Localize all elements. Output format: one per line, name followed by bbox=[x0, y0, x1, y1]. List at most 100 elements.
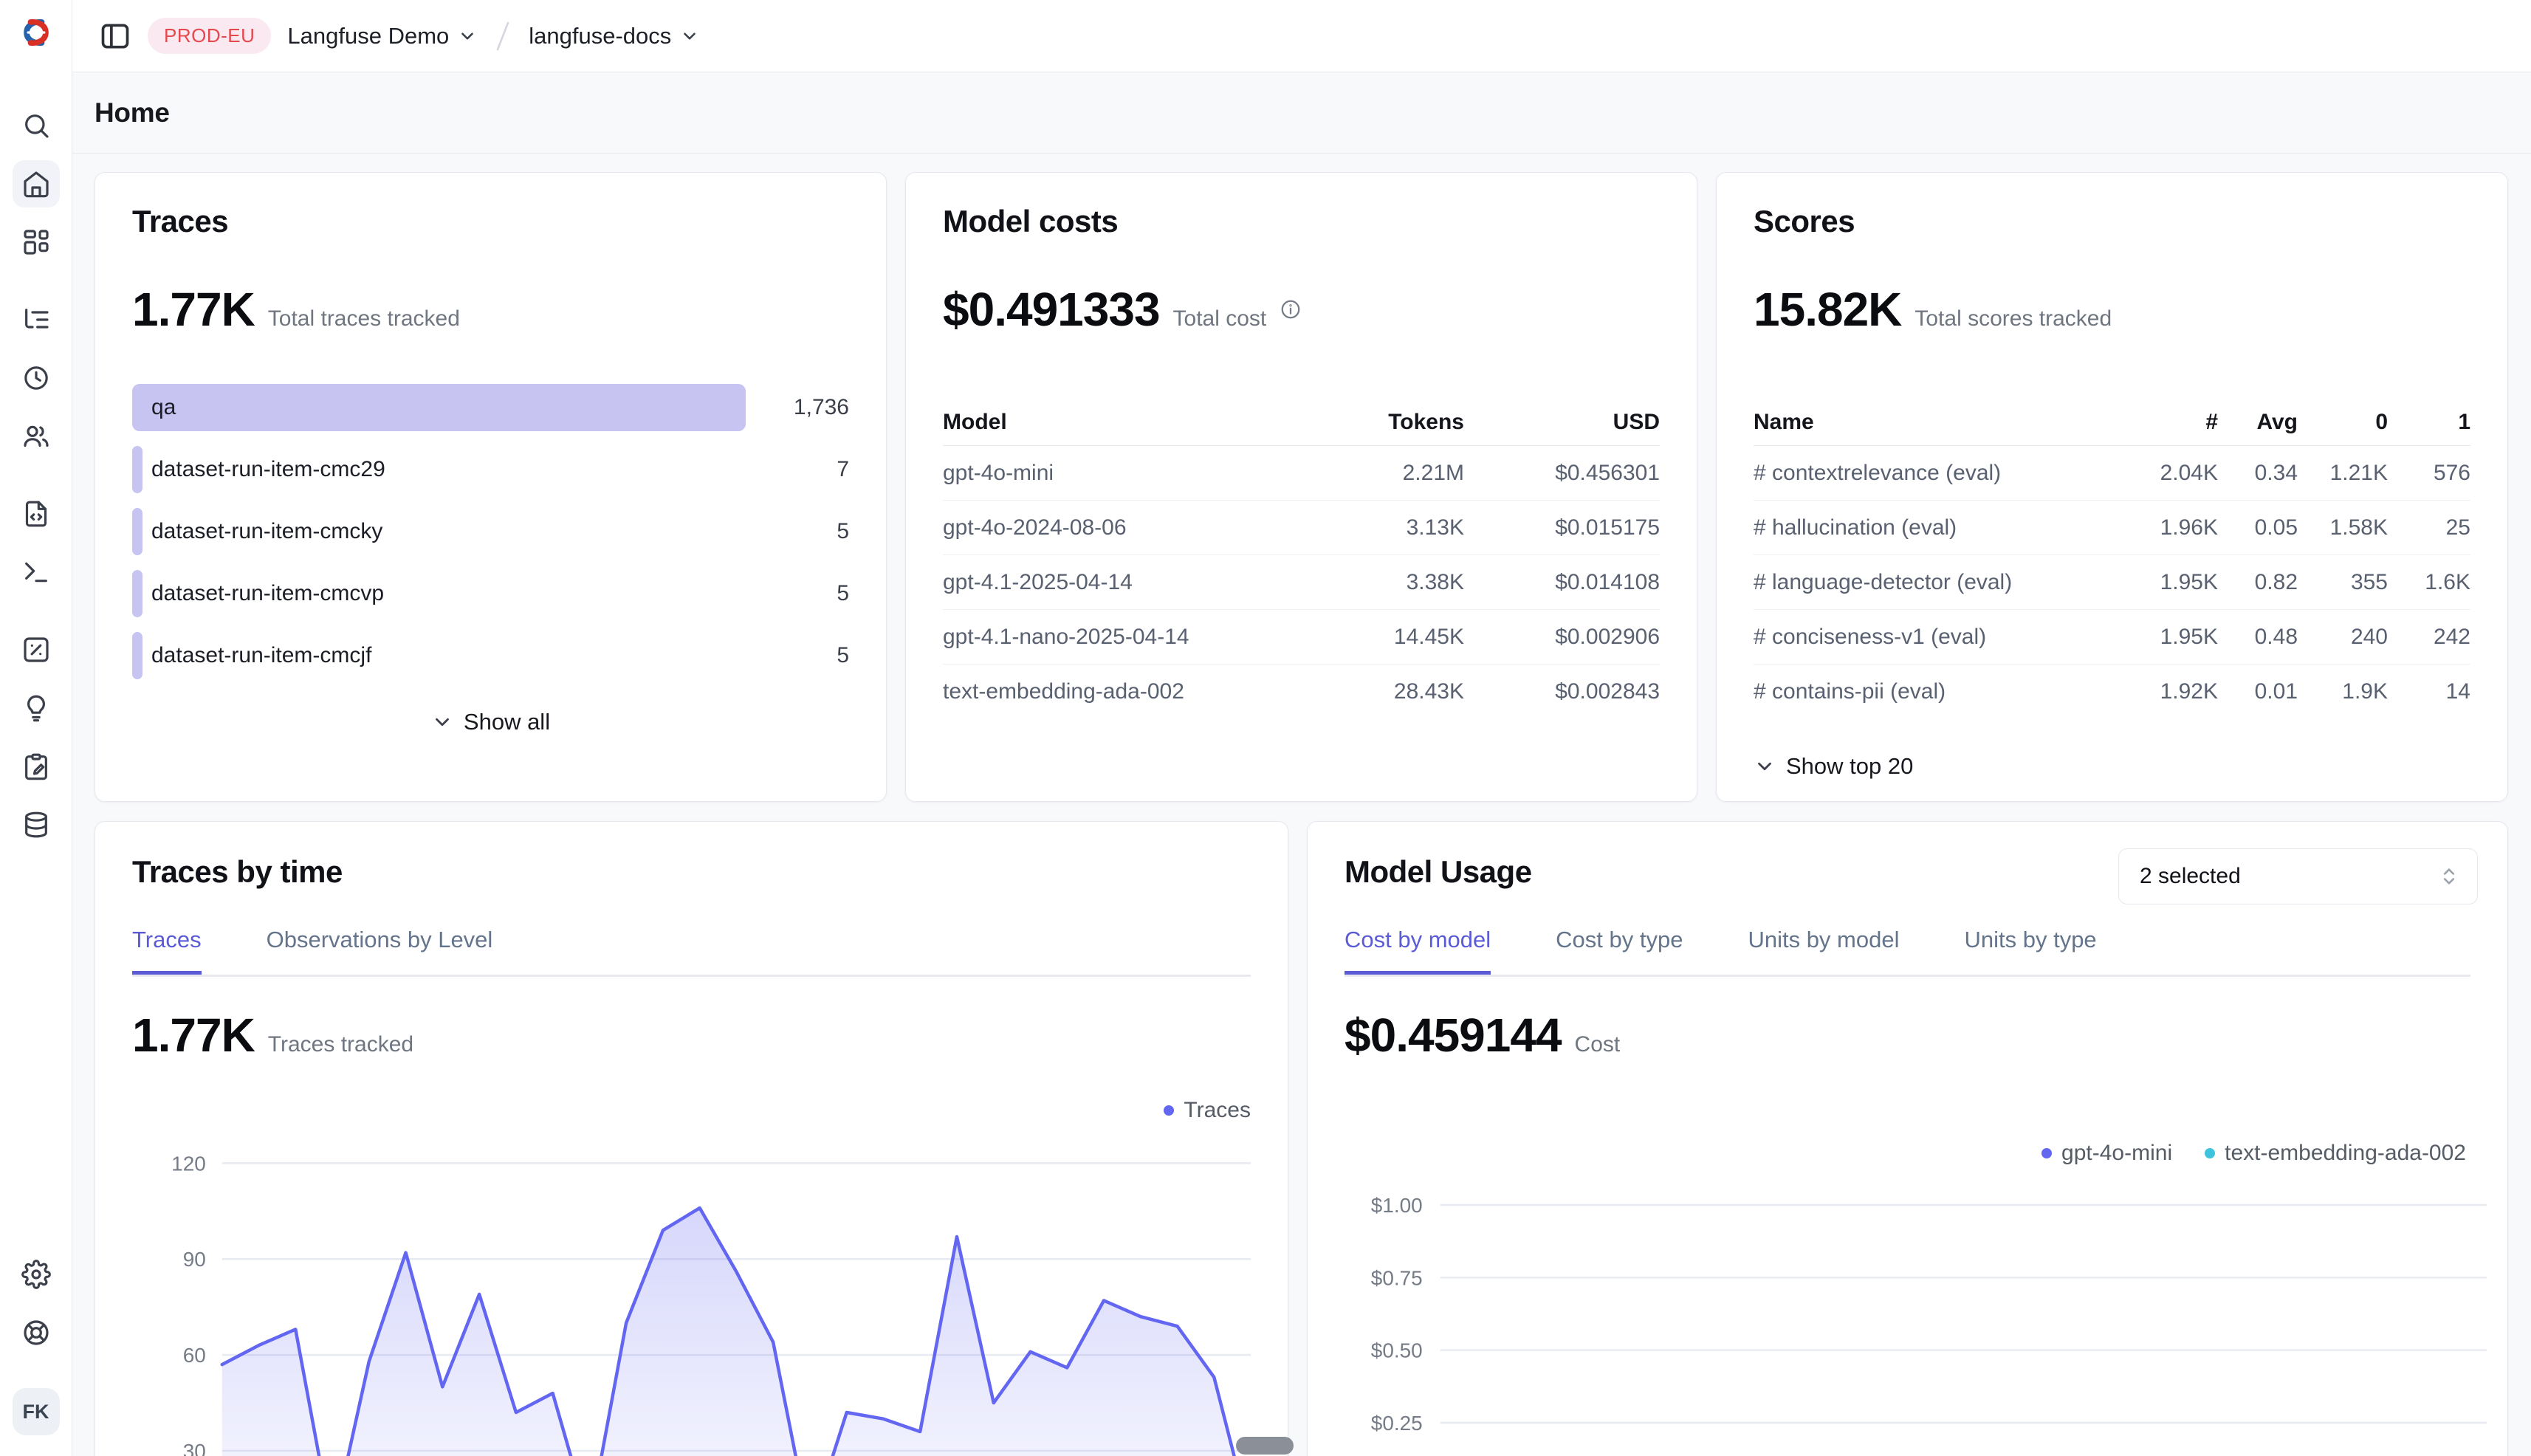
breadcrumb-slash-icon bbox=[496, 21, 509, 50]
sidebar-item-playground[interactable] bbox=[13, 549, 60, 596]
score-row: # contextrelevance (eval) 2.04K 0.34 1.21K 5… bbox=[1754, 446, 2470, 501]
sidebar-item-support[interactable] bbox=[13, 1309, 60, 1356]
model-usage-card: Model Usage 2 selected Cost by model Cost… bbox=[1307, 821, 2508, 1456]
table-cell: 0.82 bbox=[2254, 569, 2298, 594]
svg-text:30: 30 bbox=[183, 1440, 206, 1456]
svg-text:120: 120 bbox=[171, 1152, 206, 1175]
sidebar-item-dashboards[interactable] bbox=[13, 219, 60, 266]
tab-underline bbox=[1345, 975, 2470, 977]
trace-bar-row[interactable]: dataset-run-item-cmcky 5 bbox=[132, 508, 849, 555]
square-percent-icon bbox=[23, 637, 49, 662]
column-header: Avg bbox=[2256, 409, 2298, 434]
panel-toggle-icon[interactable] bbox=[99, 20, 131, 52]
trace-bar-row[interactable]: dataset-run-item-cmc29 7 bbox=[132, 446, 849, 493]
tab-units-by-type[interactable]: Units by type bbox=[1964, 927, 2097, 952]
traces-total-label: Total traces tracked bbox=[267, 306, 460, 331]
sidebar-item-sessions[interactable] bbox=[13, 354, 60, 402]
table-cell: 240 bbox=[2350, 624, 2388, 649]
table-cell: gpt-4o-2024-08-06 bbox=[943, 515, 1127, 540]
legend-item-traces[interactable]: Traces bbox=[1164, 1098, 1251, 1123]
trace-bar-value: 5 bbox=[837, 581, 849, 605]
sidebar-item-prompts[interactable] bbox=[13, 490, 60, 538]
file-code-icon bbox=[25, 501, 47, 527]
tab-cost-by-model[interactable]: Cost by model bbox=[1345, 927, 1491, 975]
usage-cost-label: Cost bbox=[1574, 1032, 1621, 1057]
table-cell: 576 bbox=[2433, 460, 2470, 485]
langfuse-logo-icon[interactable] bbox=[16, 12, 57, 53]
svg-text:$0.75: $0.75 bbox=[1371, 1266, 1423, 1289]
trace-bar bbox=[132, 384, 746, 431]
gear-icon bbox=[21, 1260, 51, 1289]
table-cell: 1.92K bbox=[2160, 679, 2218, 704]
traces-tracked-label: Traces tracked bbox=[267, 1032, 414, 1057]
main-column: PROD-EU Langfuse Demo langfuse-docs Home… bbox=[72, 0, 2531, 1456]
legend-dot-icon bbox=[1164, 1105, 1175, 1116]
sidebar-item-annotation[interactable] bbox=[13, 743, 60, 790]
users-icon bbox=[23, 425, 49, 447]
model-costs-card: Model costs $0.491333 Total cost Model To… bbox=[905, 172, 1697, 802]
model-cost-row: gpt-4.1-nano-2025-04-14 14.45K $0.002906 bbox=[943, 610, 1660, 665]
table-cell: text-embedding-ada-002 bbox=[943, 679, 1184, 704]
scores-table: Name # Avg 0 1 # contextrelevance (eval) 2.04K… bbox=[1754, 399, 2470, 719]
info-icon[interactable] bbox=[1280, 298, 1302, 320]
table-cell: $0.002906 bbox=[1555, 624, 1660, 649]
database-icon bbox=[24, 811, 47, 838]
table-cell: $0.002843 bbox=[1555, 679, 1660, 704]
table-cell: 25 bbox=[2445, 515, 2470, 540]
column-header: # bbox=[2205, 409, 2218, 434]
table-cell: # contains-pii (eval) bbox=[1754, 679, 1946, 704]
project-selector[interactable]: langfuse-docs bbox=[529, 23, 699, 49]
sidebar-item-search[interactable] bbox=[13, 102, 60, 149]
score-row: # contains-pii (eval) 1.92K 0.01 1.9K 14 bbox=[1754, 665, 2470, 719]
model-usage-tabs: Cost by model Cost by type Units by model U… bbox=[1345, 927, 2097, 975]
svg-text:60: 60 bbox=[183, 1344, 206, 1367]
sidebar-item-users[interactable] bbox=[13, 413, 60, 460]
traces-by-time-tabs: Traces Observations by Level bbox=[132, 927, 492, 975]
table-cell: # language-detector (eval) bbox=[1754, 569, 2013, 594]
table-cell: 1.9K bbox=[2342, 679, 2388, 704]
trace-bar-row[interactable]: dataset-run-item-cmcjf 5 bbox=[132, 632, 849, 679]
sidebar-item-insights[interactable] bbox=[13, 684, 60, 732]
svg-text:$0.50: $0.50 bbox=[1371, 1339, 1423, 1362]
dashboard-grid-icon bbox=[23, 230, 49, 255]
horizontal-scrollbar-thumb[interactable] bbox=[1236, 1437, 1294, 1455]
model-select[interactable]: 2 selected bbox=[2118, 848, 2478, 904]
scores-card: Scores 15.82K Total scores tracked Name #… bbox=[1716, 172, 2508, 802]
legend-item-gpt-4o-mini[interactable]: gpt-4o-mini bbox=[2041, 1141, 2172, 1166]
tab-traces[interactable]: Traces bbox=[132, 927, 202, 975]
model-cost-row: gpt-4.1-2025-04-14 3.38K $0.014108 bbox=[943, 555, 1660, 610]
sidebar-item-home[interactable] bbox=[12, 160, 60, 207]
sidebar-item-scores[interactable] bbox=[13, 626, 60, 673]
tab-units-by-model[interactable]: Units by model bbox=[1748, 927, 1900, 952]
page-header: Home bbox=[72, 72, 2531, 154]
table-header-row: Model Tokens USD bbox=[943, 399, 1660, 446]
trace-bar-row[interactable]: dataset-run-item-cmcvp 5 bbox=[132, 570, 849, 617]
score-row: # conciseness-v1 (eval) 1.95K 0.48 240 242 bbox=[1754, 610, 2470, 665]
score-row: # language-detector (eval) 1.95K 0.82 355 1.… bbox=[1754, 555, 2470, 610]
trace-bar-row[interactable]: qa 1,736 bbox=[132, 384, 849, 431]
legend-item-text-embedding-ada-002[interactable]: text-embedding-ada-002 bbox=[2205, 1141, 2466, 1166]
traces-tracked-value: 1.77K bbox=[132, 1009, 255, 1062]
column-header: Tokens bbox=[1388, 409, 1464, 434]
user-avatar[interactable]: FK bbox=[12, 1388, 60, 1435]
model-cost-row: text-embedding-ada-002 28.43K $0.002843 bbox=[943, 665, 1660, 719]
chevron-down-icon bbox=[461, 32, 474, 40]
tab-observations-by-level[interactable]: Observations by Level bbox=[266, 927, 493, 952]
scores-title: Scores bbox=[1754, 204, 1855, 238]
chevron-down-icon bbox=[436, 718, 449, 727]
show-top-20-button[interactable]: Show top 20 bbox=[1754, 753, 2470, 780]
sidebar-item-tracing[interactable] bbox=[13, 296, 60, 343]
sidebar-item-settings[interactable] bbox=[13, 1251, 60, 1298]
table-cell: # contextrelevance (eval) bbox=[1754, 460, 2002, 485]
total-cost-label: Total cost bbox=[1172, 306, 1267, 331]
model-cost-row: gpt-4o-mini 2.21M $0.456301 bbox=[943, 446, 1660, 501]
legend-label: text-embedding-ada-002 bbox=[2225, 1141, 2466, 1165]
show-all-button[interactable]: Show all bbox=[132, 709, 849, 735]
legend-label: Traces bbox=[1184, 1098, 1251, 1122]
table-cell: 0.05 bbox=[2254, 515, 2298, 540]
org-selector[interactable]: Langfuse Demo bbox=[287, 23, 477, 49]
trace-bar bbox=[132, 508, 142, 555]
sidebar-item-datasets[interactable] bbox=[13, 801, 60, 848]
tab-cost-by-type[interactable]: Cost by type bbox=[1556, 927, 1683, 952]
